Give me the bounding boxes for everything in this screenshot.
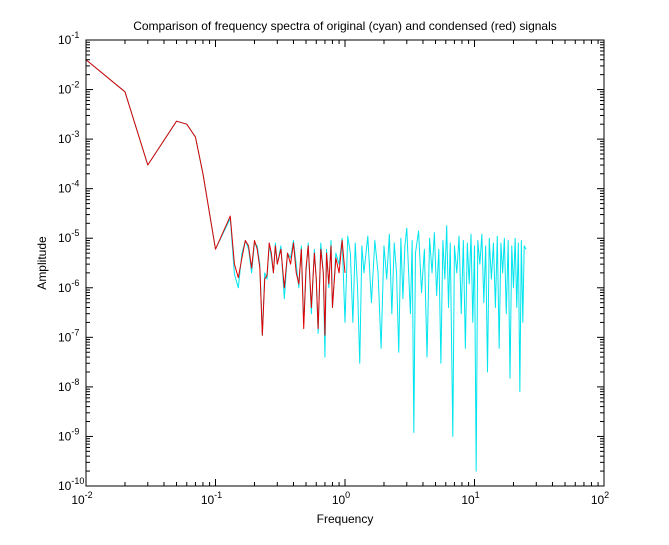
y-tick-label: 10-4 <box>58 179 79 196</box>
chart-title: Comparison of frequency spectra of origi… <box>133 19 557 33</box>
x-axis-ticks: 10-2 10-1 100 101 102 <box>71 40 609 507</box>
y-tick-label: 10-7 <box>58 327 79 344</box>
y-axis-label: Amplitude <box>35 236 49 290</box>
x-tick-label: 101 <box>461 490 479 507</box>
y-tick-label: 10-10 <box>58 476 84 493</box>
y-tick-label: 10-3 <box>58 129 79 146</box>
x-tick-label: 102 <box>591 490 609 507</box>
y-tick-label: 10-8 <box>58 377 79 394</box>
plot-area: 10-2 10-1 100 101 102 10-1010-910-810-710-61… <box>58 30 609 507</box>
y-tick-label: 10-6 <box>58 278 79 295</box>
series-layer <box>85 59 527 472</box>
y-tick-label: 10-9 <box>58 426 79 443</box>
plot-background <box>86 40 604 486</box>
x-axis-label: Frequency <box>317 512 374 526</box>
x-tick-label: 100 <box>332 490 350 507</box>
y-tick-label: 10-1 <box>58 30 79 47</box>
y-tick-label: 10-2 <box>58 80 79 97</box>
x-tick-label: 10-2 <box>71 490 92 507</box>
series-line-2 <box>85 59 346 336</box>
x-tick-label: 10-1 <box>201 490 222 507</box>
y-tick-label: 10-5 <box>58 228 79 245</box>
y-axis-ticks: 10-10 10-9 10-8 10-7 10-6 10-5 10-4 10-3 10-2 10-… <box>58 30 604 493</box>
